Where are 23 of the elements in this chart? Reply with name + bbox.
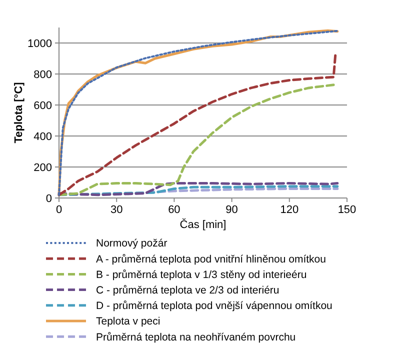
x-tick-label: 60 xyxy=(168,204,180,216)
legend-label: Normový požár xyxy=(96,238,168,250)
legend-label: B - průměrná teplota v 1/3 stěny od interieéru xyxy=(96,268,307,281)
x-tick-label: 90 xyxy=(226,204,238,216)
legend-label: D - průměrná teplota pod vnější vápennou omítkou xyxy=(96,300,333,312)
line-series xyxy=(58,84,335,196)
legend-label: C - průměrná teplota ve 2/3 od interiéru xyxy=(96,284,280,296)
y-axis-title: Teplota [°C] xyxy=(13,82,25,144)
line-series xyxy=(58,182,339,196)
y-tick-label: 1000 xyxy=(28,38,52,50)
y-tick-label: 400 xyxy=(34,130,52,143)
x-tick-label: 120 xyxy=(280,204,299,216)
y-tick-label: 800 xyxy=(34,68,52,81)
legend-label: Průměrná teplota na neohřívaném povrchu xyxy=(96,331,296,344)
x-tick-label: 30 xyxy=(110,204,123,216)
y-tick-label: 200 xyxy=(34,162,52,174)
legend-label: Teplota v peci xyxy=(96,316,160,328)
y-tick-label: 600 xyxy=(34,100,52,112)
y-tick-label: 0 xyxy=(46,192,52,205)
legend-label: A - průměrná teplota pod vnitřní hliněnou omítkou xyxy=(96,253,326,266)
x-tick-label: 150 xyxy=(338,204,356,216)
x-tick-label: 0 xyxy=(56,204,62,216)
x-axis-title: Čas [min] xyxy=(180,218,226,231)
